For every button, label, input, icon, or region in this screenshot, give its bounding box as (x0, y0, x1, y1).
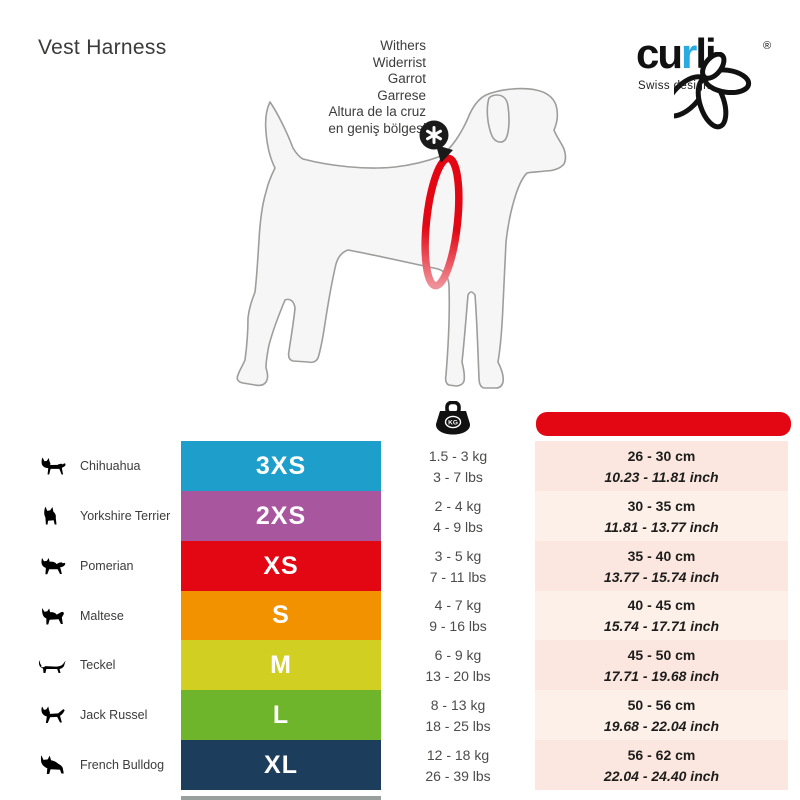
weight-kg-value: 2 - 4 kg (434, 497, 482, 514)
table-row-breed: Chihuahua (30, 441, 180, 491)
curli-logo: curli ® Swiss design (636, 24, 796, 130)
size-bar: L (181, 690, 381, 740)
weight-lbs-value: 3 - 7 lbs (433, 468, 483, 485)
withers-label-es: Altura de la cruz (328, 104, 426, 120)
size-label: M (270, 650, 292, 679)
girth-cell: 56 - 62 cm 22.04 - 24.40 inch (535, 740, 788, 790)
weight-lbs-value: 18 - 25 lbs (425, 717, 491, 734)
weight-kg-value: 12 - 18 kg (426, 746, 490, 763)
breed-label: Teckel (80, 658, 116, 672)
girth-cell: 40 - 45 cm 15.74 - 17.71 inch (535, 591, 788, 640)
girth-inch-value: 15.74 - 17.71 inch (603, 618, 720, 634)
girth-cm-value: 30 - 35 cm (627, 497, 696, 514)
girth-cm-value: 45 - 50 cm (627, 646, 696, 663)
size-bar: XS (181, 541, 381, 591)
size-bar: S (181, 591, 381, 640)
weight-kg-value: 1.5 - 3 kg (428, 447, 488, 464)
girth-cell: 26 - 30 cm 10.23 - 11.81 inch (535, 441, 788, 491)
weight-lbs-value: 13 - 20 lbs (425, 667, 491, 684)
withers-label-en: Withers (380, 38, 426, 53)
girth-cell: 50 - 56 cm 19.68 - 22.04 inch (535, 690, 788, 740)
girth-inch-value: 11.81 - 13.77 inch (604, 518, 719, 535)
table-row-breed: Yorkshire Terrier (30, 491, 180, 541)
maltese-icon (36, 601, 68, 631)
girth-inch-value: 17.71 - 19.68 inch (603, 667, 720, 684)
size-bar: 3XS (181, 441, 381, 491)
girth-cm-value: 56 - 62 cm (627, 746, 696, 763)
girth-inch-value: 13.77 - 15.74 inch (603, 568, 720, 585)
size-bar: M (181, 640, 381, 690)
weight-lbs-value: 9 - 16 lbs (429, 618, 487, 634)
girth-inch-value: 22.04 - 24.40 inch (603, 767, 720, 784)
breed-label: Chihuahua (80, 459, 141, 473)
girth-cell: 30 - 35 cm 11.81 - 13.77 inch (535, 491, 788, 541)
withers-label-block: Withers Widerrist Garrot Garrese Altura … (328, 38, 426, 138)
table-row-breed: Pomerian (30, 541, 180, 591)
table-row-breed: Maltese (30, 591, 180, 640)
size-label: L (272, 700, 290, 729)
weight-cell: 6 - 9 kg 13 - 20 lbs (381, 640, 535, 690)
next-size-strip (181, 796, 381, 800)
size-label: 2XS (255, 501, 307, 530)
weight-cell: 2 - 4 kg 4 - 9 lbs (381, 491, 535, 541)
dog-ear (486, 94, 510, 143)
size-label: XS (263, 551, 299, 580)
breed-label: Pomerian (80, 559, 134, 573)
chihuahua-icon (36, 451, 68, 481)
weight-cell: 12 - 18 kg 26 - 39 lbs (381, 740, 535, 790)
kg-weight-icon: KG (435, 401, 471, 435)
weight-kg-value: 3 - 5 kg (434, 547, 482, 564)
girth-cm-value: 40 - 45 cm (627, 597, 696, 613)
withers-label-it: Garrese (377, 87, 426, 103)
flower-logo-icon (674, 52, 752, 130)
girth-cm-value: 50 - 56 cm (627, 696, 696, 713)
withers-label-de: Widerrist (372, 54, 426, 70)
teckel-icon (36, 650, 68, 680)
breed-label: Yorkshire Terrier (80, 509, 171, 523)
girth-cell: 45 - 50 cm 17.71 - 19.68 inch (535, 640, 788, 690)
girth-inch-value: 10.23 - 11.81 inch (604, 468, 719, 485)
size-bar: XL (181, 740, 381, 790)
registered-mark: ® (763, 40, 772, 52)
withers-label-fr: Garrot (387, 71, 426, 87)
size-bar: 2XS (181, 491, 381, 541)
weight-lbs-value: 26 - 39 lbs (425, 767, 491, 784)
withers-label-tr: en geniş bölgesi (328, 120, 426, 136)
weight-kg-value: 6 - 9 kg (434, 646, 482, 663)
girth-cell: 35 - 40 cm 13.77 - 15.74 inch (535, 541, 788, 591)
size-label: XL (264, 750, 298, 779)
table-row-breed: French Bulldog (30, 740, 180, 790)
pointer-arrow-icon (436, 145, 453, 163)
weight-kg-value: 8 - 13 kg (430, 696, 486, 713)
breed-label: Jack Russel (80, 708, 148, 722)
brand-accent-letter: r (681, 30, 697, 77)
breed-label: French Bulldog (80, 758, 165, 772)
weight-lbs-value: 4 - 9 lbs (433, 518, 483, 535)
band-header-bar (536, 412, 791, 436)
yorkshire-terrier-icon (36, 501, 68, 531)
kg-weight-label: KG (448, 419, 458, 426)
weight-cell: 8 - 13 kg 18 - 25 lbs (381, 690, 535, 740)
weight-cell: 3 - 5 kg 7 - 11 lbs (381, 541, 535, 591)
pomerian-icon (36, 551, 68, 581)
weight-cell: 4 - 7 kg 9 - 16 lbs (381, 591, 535, 640)
size-label: S (272, 601, 290, 629)
girth-inch-value: 19.68 - 22.04 inch (603, 717, 720, 734)
girth-cm-value: 35 - 40 cm (627, 547, 696, 564)
weight-lbs-value: 7 - 11 lbs (429, 568, 487, 585)
table-row-breed: Teckel (30, 640, 180, 690)
weight-cell: 1.5 - 3 kg 3 - 7 lbs (381, 441, 535, 491)
page-title: Vest Harness (38, 36, 167, 59)
girth-cm-value: 26 - 30 cm (627, 447, 696, 464)
breed-label: Maltese (80, 608, 124, 623)
size-label: 3XS (255, 451, 307, 480)
french-bulldog-icon (36, 750, 68, 780)
weight-kg-value: 4 - 7 kg (434, 597, 482, 613)
jack-russel-icon (36, 700, 68, 730)
measuring-band (421, 154, 463, 290)
table-row-breed: Jack Russel (30, 690, 180, 740)
logo-tagline: Swiss design (638, 80, 710, 92)
